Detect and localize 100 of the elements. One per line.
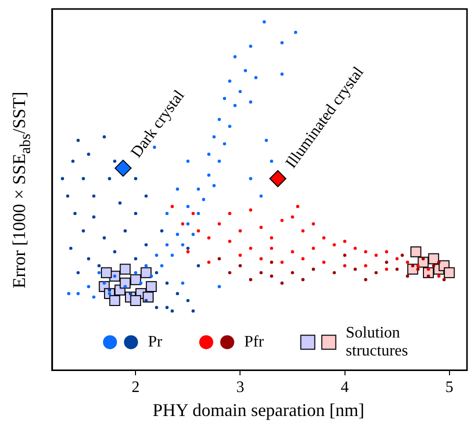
point (202, 198, 206, 202)
point (67, 292, 70, 296)
point (146, 281, 157, 292)
point (260, 226, 263, 229)
point (207, 236, 210, 240)
point (128, 292, 132, 296)
point (186, 222, 190, 226)
point (260, 271, 263, 274)
point (170, 254, 174, 257)
point (312, 246, 315, 250)
point (76, 271, 80, 274)
point (130, 295, 142, 306)
point (249, 100, 252, 104)
point (165, 282, 169, 285)
point (97, 264, 101, 268)
point (73, 212, 77, 216)
point (290, 215, 294, 219)
point (270, 246, 274, 250)
point (100, 267, 112, 278)
point (120, 278, 131, 289)
point (160, 264, 164, 268)
point (264, 138, 268, 142)
point (144, 264, 148, 268)
point (154, 306, 158, 310)
point (207, 260, 210, 264)
point (192, 309, 195, 313)
point (102, 236, 106, 240)
point (384, 260, 388, 264)
point (196, 264, 200, 268)
point (262, 20, 266, 24)
point (406, 260, 410, 264)
point (260, 257, 263, 260)
point (66, 194, 70, 198)
point (212, 184, 216, 188)
point (196, 187, 200, 191)
point (384, 268, 388, 271)
point (109, 295, 120, 306)
point (296, 204, 300, 208)
point (181, 282, 184, 285)
point (260, 194, 263, 198)
x-tick-label: 3 (236, 379, 244, 396)
point (76, 292, 80, 296)
point (364, 250, 368, 254)
point (222, 96, 226, 100)
point (170, 309, 174, 313)
legend-label: Pr (148, 333, 163, 350)
point (186, 246, 190, 250)
point (207, 152, 210, 156)
point (416, 268, 420, 271)
point (113, 250, 116, 254)
point (322, 260, 326, 264)
point (426, 274, 430, 278)
point (294, 30, 298, 34)
point (280, 260, 284, 264)
point (364, 264, 368, 268)
point (354, 246, 357, 250)
point (312, 268, 315, 271)
point (176, 232, 180, 236)
point (437, 274, 440, 278)
point (218, 257, 221, 260)
point (92, 295, 96, 299)
point (196, 212, 200, 216)
point (134, 212, 138, 216)
point (280, 41, 284, 44)
point (270, 236, 274, 240)
point (233, 55, 237, 58)
point (124, 229, 127, 232)
x-tick-label: 5 (445, 379, 454, 396)
point (228, 124, 232, 128)
point (186, 204, 190, 208)
point (228, 212, 232, 216)
point (120, 264, 131, 275)
point (218, 222, 221, 226)
point (270, 274, 274, 278)
point (249, 177, 252, 180)
point (186, 160, 190, 163)
point (113, 160, 116, 163)
point (165, 212, 169, 216)
point (134, 271, 138, 274)
point (144, 194, 148, 198)
point (176, 292, 180, 296)
point (71, 160, 75, 163)
point (332, 243, 336, 246)
point (301, 278, 305, 282)
point (196, 229, 200, 232)
point (69, 246, 72, 250)
point (249, 44, 252, 48)
point (228, 240, 232, 243)
x-tick-label: 2 (132, 379, 140, 396)
point (130, 274, 142, 286)
point (290, 250, 294, 254)
point (400, 254, 404, 257)
point (238, 264, 242, 268)
point (154, 254, 158, 257)
point (374, 271, 378, 274)
point (280, 282, 284, 285)
point (249, 246, 252, 250)
point (332, 271, 336, 274)
point (395, 257, 399, 260)
point (186, 250, 190, 254)
